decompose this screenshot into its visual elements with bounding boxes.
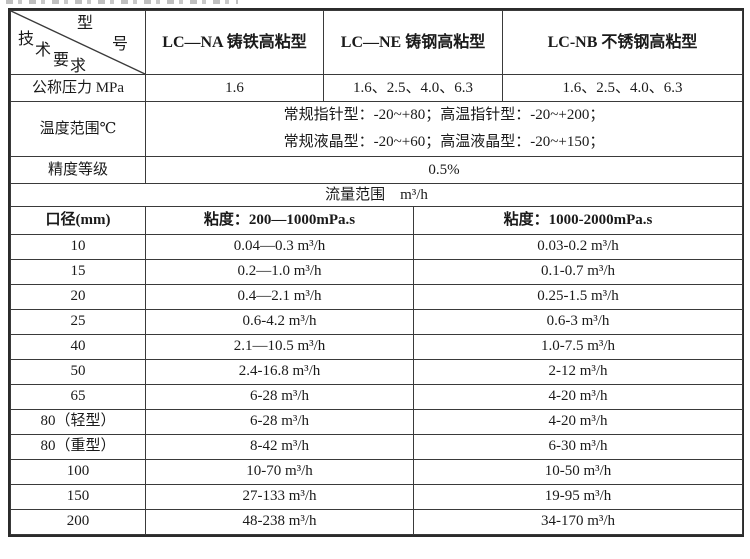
temperature-value-cell: 常规指针型：-20~+80；高温指针型：-20~+200； 常规液晶型：-20~… xyxy=(145,101,743,157)
diagonal-line xyxy=(11,11,145,74)
dn-header: 口径(mm) xyxy=(10,207,146,235)
accuracy-value: 0.5% xyxy=(145,156,743,184)
flow-low-value: 2.1—10.5 m³/h xyxy=(145,333,414,360)
pressure-value: 1.6、2.5、4.0、6.3 xyxy=(502,74,743,102)
flow-high-value: 0.6-3 m³/h xyxy=(413,308,743,335)
model-header-lc-na: LC—NA 铸铁高粘型 xyxy=(145,10,324,75)
flow-low-value: 0.2—1.0 m³/h xyxy=(145,258,414,285)
table-row: 65 6-28 m³/h 4-20 m³/h xyxy=(10,383,743,410)
viscosity-high-header: 粘度：1000-2000mPa.s xyxy=(413,207,743,235)
dn-value: 80（轻型） xyxy=(10,408,146,435)
pressure-label: 公称压力 MPa xyxy=(10,74,146,102)
flow-low-value: 0.6-4.2 m³/h xyxy=(145,308,414,335)
header-row: 型 号 技 术 要 求 LC—NA 铸铁高粘型 LC—NE 铸钢高粘型 LC-N… xyxy=(10,10,743,75)
flow-high-value: 2-12 m³/h xyxy=(413,358,743,385)
temperature-line-lcd: 常规液晶型：-20~+60；高温液晶型：-20~+150； xyxy=(283,134,605,150)
flow-low-value: 6-28 m³/h xyxy=(145,383,414,410)
flow-low-value: 10-70 m³/h xyxy=(145,458,414,485)
temperature-row: 温度范围℃ 常规指针型：-20~+80；高温指针型：-20~+200； 常规液晶… xyxy=(10,101,743,157)
spec-table-upper: 型 号 技 术 要 求 LC—NA 铸铁高粘型 LC—NE 铸钢高粘型 LC-N… xyxy=(10,10,743,207)
flow-high-value: 4-20 m³/h xyxy=(413,408,743,435)
flow-high-value: 1.0-7.5 m³/h xyxy=(413,333,743,360)
diagonal-bottom-label-char: 求 xyxy=(70,58,87,75)
flow-range-band-label: 流量范围 m³/h xyxy=(10,183,743,207)
dn-value: 150 xyxy=(10,483,146,510)
flow-range-band-row: 流量范围 m³/h xyxy=(10,183,743,207)
diagonal-top-label-char: 型 xyxy=(77,15,94,32)
table-row: 200 48-238 m³/h 34-170 m³/h xyxy=(10,508,743,535)
spec-table-lower: 口径(mm) 粘度：200—1000mPa.s 粘度：1000-2000mPa.… xyxy=(10,207,743,535)
diagonal-bottom-label-char: 术 xyxy=(35,42,52,59)
flow-low-value: 0.4—2.1 m³/h xyxy=(145,283,414,310)
temperature-label: 温度范围℃ xyxy=(10,101,146,157)
pressure-row: 公称压力 MPa 1.6 1.6、2.5、4.0、6.3 1.6、2.5、4.0… xyxy=(10,74,743,102)
table-row: 40 2.1—10.5 m³/h 1.0-7.5 m³/h xyxy=(10,333,743,360)
flow-low-value: 27-133 m³/h xyxy=(145,483,414,510)
flow-high-value: 10-50 m³/h xyxy=(413,458,743,485)
dn-value: 40 xyxy=(10,333,146,360)
flow-low-value: 6-28 m³/h xyxy=(145,408,414,435)
table-row: 80（轻型） 6-28 m³/h 4-20 m³/h xyxy=(10,408,743,435)
flow-high-value: 19-95 m³/h xyxy=(413,483,743,510)
table-row: 100 10-70 m³/h 10-50 m³/h xyxy=(10,458,743,485)
flow-high-value: 0.25-1.5 m³/h xyxy=(413,283,743,310)
dn-value: 25 xyxy=(10,308,146,335)
diagonal-top-label-char: 号 xyxy=(112,36,129,53)
flow-low-value: 8-42 m³/h xyxy=(145,433,414,460)
table-row: 15 0.2—1.0 m³/h 0.1-0.7 m³/h xyxy=(10,258,743,285)
flow-low-value: 48-238 m³/h xyxy=(145,508,414,535)
dn-value: 10 xyxy=(10,233,146,260)
dn-value: 15 xyxy=(10,258,146,285)
table-row: 10 0.04—0.3 m³/h 0.03-0.2 m³/h xyxy=(10,233,743,260)
dn-value: 100 xyxy=(10,458,146,485)
flow-low-value: 2.4-16.8 m³/h xyxy=(145,358,414,385)
flow-low-value: 0.04—0.3 m³/h xyxy=(145,233,414,260)
flow-high-value: 0.1-0.7 m³/h xyxy=(413,258,743,285)
accuracy-label: 精度等级 xyxy=(10,156,146,184)
dn-value: 80（重型） xyxy=(10,433,146,460)
table-row: 80（重型） 8-42 m³/h 6-30 m³/h xyxy=(10,433,743,460)
model-header-lc-nb: LC-NB 不锈钢高粘型 xyxy=(502,10,743,75)
table-row: 25 0.6-4.2 m³/h 0.6-3 m³/h xyxy=(10,308,743,335)
flow-high-value: 4-20 m³/h xyxy=(413,383,743,410)
dn-value: 65 xyxy=(10,383,146,410)
viscosity-header-row: 口径(mm) 粘度：200—1000mPa.s 粘度：1000-2000mPa.… xyxy=(10,207,743,235)
diagonal-bottom-label-char: 要 xyxy=(53,52,70,69)
dn-value: 50 xyxy=(10,358,146,385)
spec-table: 型 号 技 术 要 求 LC—NA 铸铁高粘型 LC—NE 铸钢高粘型 LC-N… xyxy=(8,8,744,537)
diagonal-header-cell: 型 号 技 术 要 求 xyxy=(10,10,146,75)
flow-high-value: 6-30 m³/h xyxy=(413,433,743,460)
dn-value: 20 xyxy=(10,283,146,310)
table-row: 50 2.4-16.8 m³/h 2-12 m³/h xyxy=(10,358,743,385)
pressure-value: 1.6 xyxy=(145,74,324,102)
table-row: 20 0.4—2.1 m³/h 0.25-1.5 m³/h xyxy=(10,283,743,310)
table-row: 150 27-133 m³/h 19-95 m³/h xyxy=(10,483,743,510)
diagonal-bottom-label-char: 技 xyxy=(18,31,35,48)
dn-value: 200 xyxy=(10,508,146,535)
pressure-value: 1.6、2.5、4.0、6.3 xyxy=(323,74,503,102)
model-header-lc-ne: LC—NE 铸钢高粘型 xyxy=(323,10,503,75)
flow-high-value: 0.03-0.2 m³/h xyxy=(413,233,743,260)
viscosity-low-header: 粘度：200—1000mPa.s xyxy=(145,207,414,235)
cropped-text-artifact xyxy=(6,0,238,4)
accuracy-row: 精度等级 0.5% xyxy=(10,156,743,184)
flow-high-value: 34-170 m³/h xyxy=(413,508,743,535)
temperature-line-pointer: 常规指针型：-20~+80；高温指针型：-20~+200； xyxy=(283,107,605,123)
